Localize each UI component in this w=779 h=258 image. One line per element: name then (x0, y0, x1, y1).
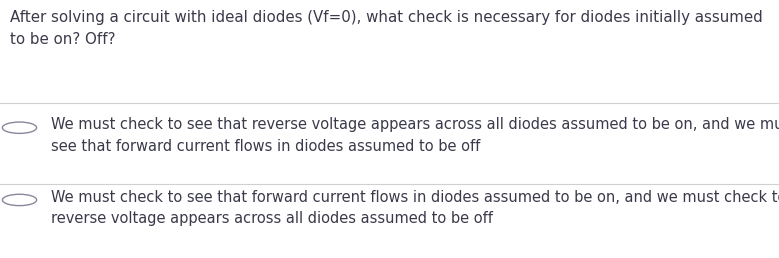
Text: We must check to see that reverse voltage appears across all diodes assumed to b: We must check to see that reverse voltag… (51, 117, 779, 154)
Text: After solving a circuit with ideal diodes (Vf=0), what check is necessary for di: After solving a circuit with ideal diode… (10, 10, 763, 47)
Text: We must check to see that forward current flows in diodes assumed to be on, and : We must check to see that forward curren… (51, 190, 779, 226)
